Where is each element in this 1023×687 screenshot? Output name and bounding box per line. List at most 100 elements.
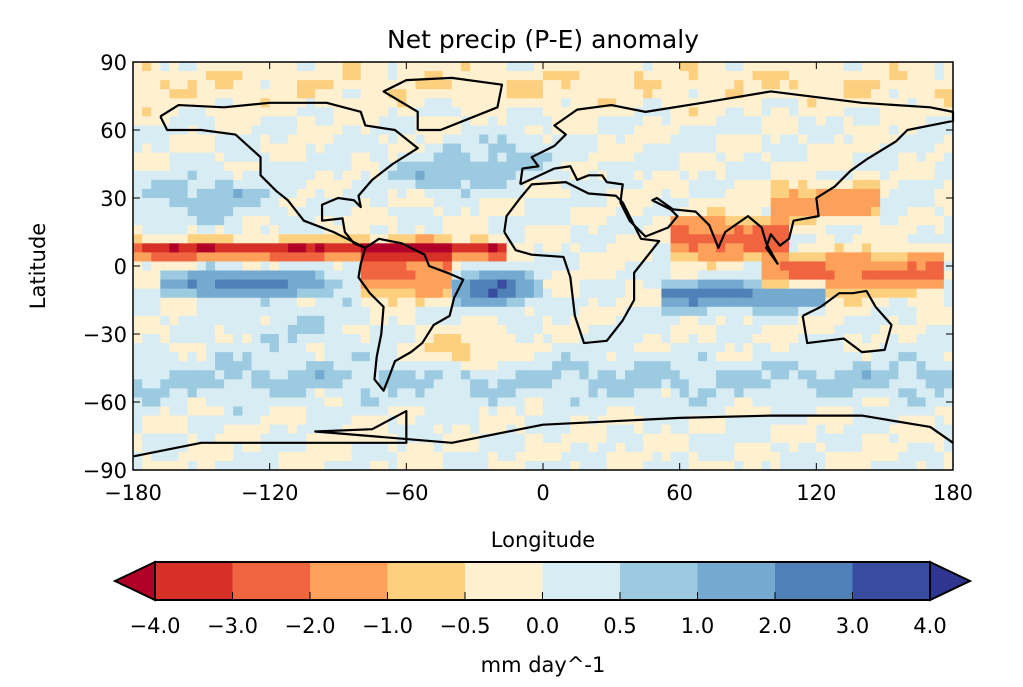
map-cell: [552, 98, 562, 108]
map-cell: [907, 234, 918, 244]
map-cell: [342, 98, 353, 108]
map-cell: [670, 98, 681, 108]
map-cell: [497, 352, 508, 362]
coastline: [159, 101, 419, 249]
map-cell: [570, 89, 581, 99]
map-cell: [816, 80, 827, 90]
map-cell: [679, 116, 690, 127]
map-cell: [160, 243, 171, 253]
map-cell: [151, 352, 161, 362]
map-cell: [351, 225, 362, 235]
map-cell: [242, 315, 253, 326]
map-cell: [142, 252, 152, 263]
map-cell: [470, 188, 480, 199]
map-cell: [187, 442, 198, 453]
map-cell: [160, 361, 171, 371]
map-cell: [916, 288, 927, 299]
map-cell: [643, 179, 653, 190]
map-cell: [333, 80, 344, 90]
map-cell: [597, 370, 608, 380]
map-cell: [634, 71, 644, 81]
map-cell: [807, 442, 817, 453]
map-cell: [242, 170, 253, 181]
map-cell: [588, 62, 599, 72]
map-cell: [278, 170, 289, 181]
map-cell: [606, 143, 617, 154]
map-cell: [178, 361, 189, 371]
map-cell: [260, 225, 271, 235]
map-cell: [798, 143, 808, 154]
map-cell: [625, 424, 635, 435]
map-cell: [369, 116, 380, 127]
map-cell: [588, 297, 599, 308]
map-cell: [679, 207, 690, 217]
map-cell: [342, 442, 353, 453]
map-cell: [406, 261, 417, 272]
map-cell: [643, 361, 653, 371]
map-cell: [716, 442, 726, 453]
map-cell: [734, 243, 745, 253]
map-cell: [779, 143, 790, 154]
map-cell: [734, 71, 745, 81]
map-cell: [415, 116, 426, 127]
map-cell: [351, 460, 362, 471]
map-cell: [825, 80, 836, 90]
map-cell: [488, 188, 499, 199]
map-cell: [242, 324, 253, 335]
map-cell: [743, 270, 754, 281]
map-cell: [871, 352, 881, 362]
map-cell: [834, 397, 845, 408]
map-cell: [533, 397, 544, 408]
map-cell: [843, 80, 854, 90]
map-cell: [679, 406, 690, 417]
map-cell: [251, 442, 262, 453]
map-cell: [451, 80, 462, 90]
map-cell: [907, 161, 918, 172]
map-cell: [506, 161, 517, 172]
map-cell: [543, 315, 553, 326]
map-cell: [524, 397, 535, 408]
map-cell: [925, 80, 936, 90]
map-cell: [524, 207, 535, 217]
map-cell: [889, 406, 899, 417]
map-cell: [871, 152, 881, 163]
map-cell: [889, 297, 899, 308]
map-cell: [196, 234, 207, 244]
map-cell: [880, 188, 890, 199]
map-cell: [160, 89, 171, 99]
map-cell: [306, 270, 316, 281]
map-cell: [406, 361, 417, 371]
map-cell: [916, 98, 927, 108]
map-cell: [215, 143, 225, 154]
map-cell: [388, 188, 398, 199]
map-cell: [433, 442, 444, 453]
map-cell: [679, 451, 690, 462]
map-cell: [169, 143, 180, 154]
map-cell: [470, 179, 480, 190]
map-cell: [269, 179, 280, 190]
map-cell: [697, 324, 708, 335]
map-cell: [269, 170, 280, 181]
map-cell: [588, 415, 599, 426]
map-cell: [379, 179, 389, 190]
map-cell: [424, 98, 435, 108]
map-cell: [743, 252, 754, 263]
map-cell: [160, 252, 171, 263]
map-cell: [533, 315, 544, 326]
map-cell: [679, 62, 690, 72]
map-cell: [880, 288, 890, 299]
map-cell: [324, 424, 335, 435]
map-cell: [552, 315, 562, 326]
map-cell: [369, 134, 380, 145]
map-cell: [269, 406, 280, 417]
map-cell: [634, 388, 644, 399]
map-cell: [461, 324, 471, 335]
map-cell: [615, 243, 626, 253]
map-cell: [570, 179, 581, 190]
colorbar: −4.0 −3.0 −2.0 −1.0 −0.5 0.0 0.5 1.0 2.0 3.0 4.0: [112, 560, 973, 638]
map-cell: [643, 297, 653, 308]
coastline: [801, 289, 893, 354]
map-cell: [278, 388, 289, 399]
map-cell: [524, 334, 535, 344]
map-cell: [597, 134, 608, 145]
